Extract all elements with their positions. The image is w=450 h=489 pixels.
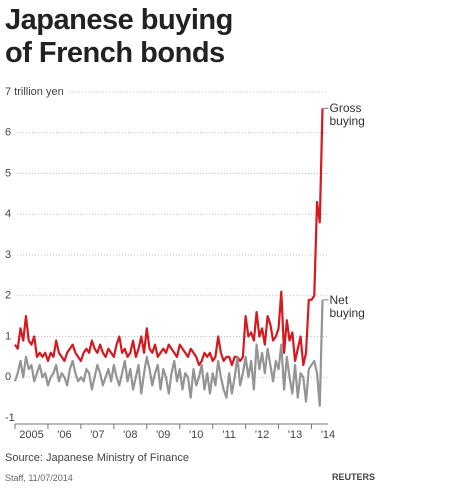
credit: Staff, 11/07/2014 (5, 473, 73, 483)
x-tick-label: '14 (321, 429, 335, 441)
x-tick-label: '06 (57, 429, 71, 441)
source: Source: Japanese Ministry of Finance (5, 452, 190, 464)
x-tick-label: '10 (189, 429, 203, 441)
brand: REUTERS (331, 472, 375, 482)
y-tick-label: 1 (5, 330, 11, 342)
y-tick-label: -1 (5, 412, 15, 424)
y-tick-label: 5 (5, 167, 11, 179)
x-tick-label: '12 (255, 429, 269, 441)
y-tick-label: 4 (5, 208, 11, 220)
x-tick-label: '07 (90, 429, 104, 441)
legend-label: Net buying (329, 292, 365, 320)
y-tick-label: 7 trillion yen (5, 86, 64, 98)
legend-label: Gross buying (329, 101, 365, 129)
y-tick-label: 2 (5, 290, 11, 302)
x-tick-label: '09 (156, 429, 170, 441)
line-series (13, 299, 324, 407)
line-series (14, 108, 324, 367)
y-tick-label: 3 (5, 249, 11, 261)
x-tick-label: '08 (123, 429, 137, 441)
x-tick-label: 2005 (19, 429, 43, 441)
x-tick-label: '13 (288, 429, 302, 441)
chart-title: Japanese buying of French bonds (5, 4, 233, 69)
y-tick-label: 0 (5, 371, 11, 383)
x-tick-label: '11 (222, 429, 236, 441)
y-tick-label: 6 (5, 127, 11, 139)
